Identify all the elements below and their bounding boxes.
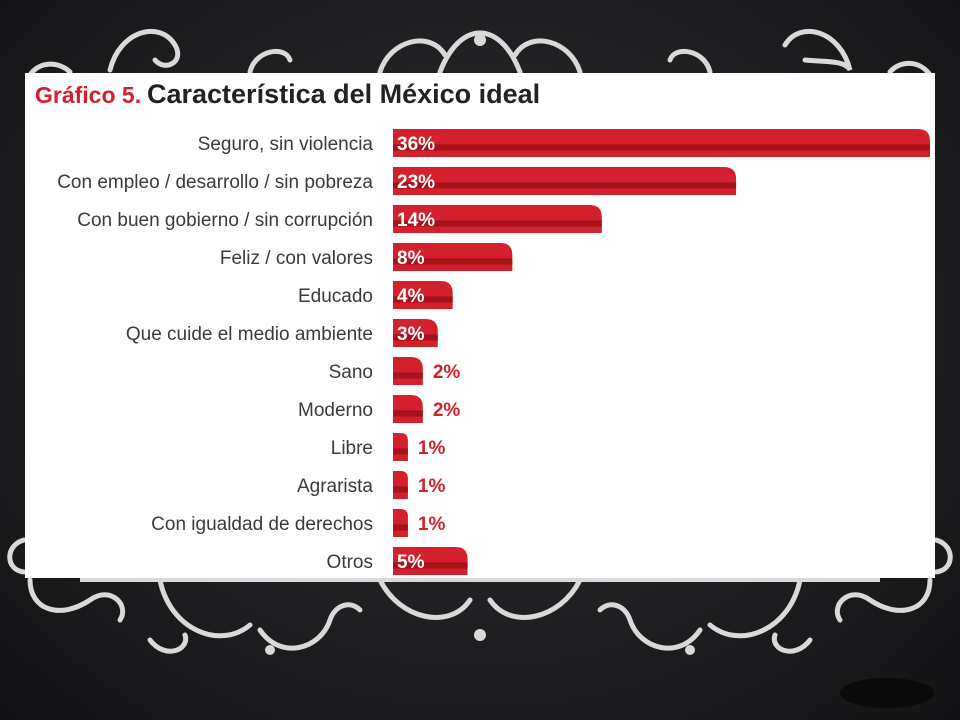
category-label: Con empleo / desarrollo / sin pobreza: [57, 172, 373, 193]
value-label: 14%: [397, 210, 435, 231]
dark-blot: [840, 678, 934, 708]
category-label: Feliz / con valores: [220, 248, 373, 269]
category-label: Con buen gobierno / sin corrupción: [77, 210, 373, 231]
category-label: Que cuide el medio ambiente: [126, 324, 373, 345]
bar: [393, 319, 438, 347]
category-label: Seguro, sin violencia: [198, 134, 374, 155]
bar: [393, 433, 408, 461]
bar: [393, 129, 930, 157]
bar: [393, 471, 408, 499]
value-label: 1%: [418, 476, 446, 497]
value-label: 8%: [397, 248, 425, 269]
bar: [393, 167, 737, 195]
value-label: 36%: [397, 134, 435, 155]
bar: [393, 357, 423, 385]
value-label: 23%: [397, 172, 435, 193]
bar: [393, 395, 423, 423]
value-label: 4%: [397, 286, 425, 307]
value-label: 3%: [397, 324, 425, 345]
bars-layer: Seguro, sin violencia 36% Con empleo / des…: [57, 129, 930, 575]
value-label: 1%: [418, 514, 446, 535]
bar: [393, 509, 408, 537]
bar: [393, 205, 602, 233]
category-label: Educado: [298, 286, 373, 307]
chart-title-prefix: Gráfico 5.: [35, 82, 141, 108]
category-label: Sano: [329, 362, 373, 383]
value-label: 5%: [397, 552, 425, 573]
bar-chart: Gráfico 5. Característica del México ide…: [35, 79, 930, 575]
category-label: Moderno: [298, 400, 373, 421]
value-label: 1%: [418, 438, 446, 459]
category-label: Otros: [327, 552, 373, 573]
chart-panel: Gráfico 5. Característica del México ide…: [25, 73, 935, 578]
category-label: Con igualdad de derechos: [151, 514, 373, 535]
value-label: 2%: [433, 362, 461, 383]
value-label: 2%: [433, 400, 461, 421]
bar: [393, 243, 513, 271]
category-label: Libre: [331, 438, 373, 459]
chart-title: Característica del México ideal: [147, 79, 540, 109]
bar: [393, 281, 453, 309]
category-label: Agrarista: [297, 476, 373, 497]
bar: [393, 547, 468, 575]
